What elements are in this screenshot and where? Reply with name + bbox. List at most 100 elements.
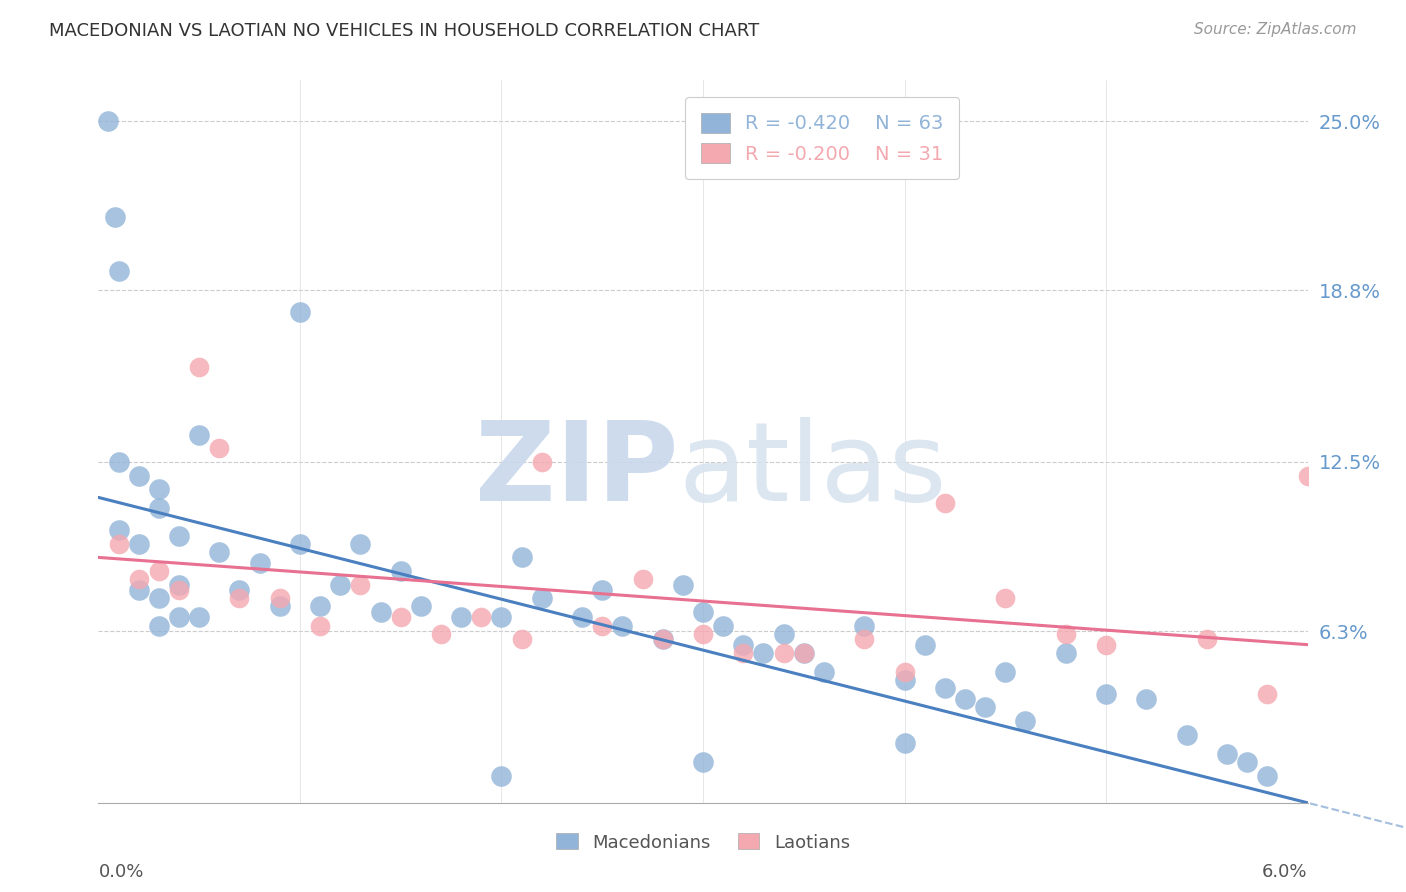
- Point: [491, 768, 513, 782]
- Point: [914, 638, 936, 652]
- Point: [934, 496, 956, 510]
- Point: [1256, 687, 1278, 701]
- Point: [651, 632, 673, 647]
- Point: [793, 646, 815, 660]
- Point: [288, 537, 311, 551]
- Point: [1095, 638, 1118, 652]
- Point: [1135, 692, 1157, 706]
- Point: [167, 577, 190, 591]
- Point: [329, 577, 352, 591]
- Legend: Macedonians, Laotians: Macedonians, Laotians: [548, 826, 858, 859]
- Point: [893, 665, 915, 679]
- Point: [672, 577, 695, 591]
- Point: [148, 482, 170, 496]
- Text: ZIP: ZIP: [475, 417, 679, 524]
- Point: [128, 583, 150, 598]
- Point: [188, 610, 211, 624]
- Point: [269, 591, 291, 606]
- Point: [370, 605, 392, 619]
- Point: [1054, 646, 1077, 660]
- Point: [491, 610, 513, 624]
- Point: [389, 564, 412, 578]
- Point: [269, 599, 291, 614]
- Point: [148, 618, 170, 632]
- Point: [793, 646, 815, 660]
- Point: [1256, 768, 1278, 782]
- Point: [349, 577, 371, 591]
- Point: [510, 550, 533, 565]
- Point: [530, 455, 553, 469]
- Point: [107, 537, 129, 551]
- Point: [249, 556, 271, 570]
- Point: [288, 305, 311, 319]
- Point: [430, 626, 453, 640]
- Point: [510, 632, 533, 647]
- Point: [309, 618, 332, 632]
- Point: [1175, 728, 1198, 742]
- Point: [733, 646, 755, 660]
- Point: [470, 610, 492, 624]
- Point: [349, 537, 371, 551]
- Point: [1095, 687, 1118, 701]
- Text: Source: ZipAtlas.com: Source: ZipAtlas.com: [1194, 22, 1357, 37]
- Point: [893, 673, 915, 687]
- Point: [651, 632, 673, 647]
- Point: [853, 618, 876, 632]
- Point: [733, 638, 755, 652]
- Point: [994, 665, 1017, 679]
- Point: [148, 501, 170, 516]
- Point: [208, 442, 231, 456]
- Point: [167, 528, 190, 542]
- Point: [148, 564, 170, 578]
- Point: [953, 692, 976, 706]
- Point: [1216, 747, 1239, 761]
- Point: [893, 736, 915, 750]
- Point: [167, 583, 190, 598]
- Point: [97, 114, 120, 128]
- Point: [752, 646, 775, 660]
- Point: [309, 599, 332, 614]
- Point: [692, 605, 714, 619]
- Point: [994, 591, 1017, 606]
- Point: [934, 681, 956, 696]
- Point: [571, 610, 593, 624]
- Text: atlas: atlas: [679, 417, 948, 524]
- Point: [591, 583, 613, 598]
- Point: [1014, 714, 1036, 728]
- Point: [128, 468, 150, 483]
- Point: [107, 264, 129, 278]
- Point: [692, 755, 714, 769]
- Point: [450, 610, 472, 624]
- Point: [974, 700, 997, 714]
- Point: [813, 665, 835, 679]
- Point: [167, 610, 190, 624]
- Point: [228, 591, 250, 606]
- Point: [772, 626, 794, 640]
- Point: [188, 427, 211, 442]
- Point: [128, 572, 150, 586]
- Point: [1054, 626, 1077, 640]
- Point: [188, 359, 211, 374]
- Point: [208, 545, 231, 559]
- Point: [772, 646, 794, 660]
- Point: [1195, 632, 1218, 647]
- Point: [107, 455, 129, 469]
- Text: 6.0%: 6.0%: [1263, 863, 1308, 880]
- Point: [107, 523, 129, 537]
- Point: [692, 626, 714, 640]
- Point: [128, 537, 150, 551]
- Point: [530, 591, 553, 606]
- Point: [612, 618, 634, 632]
- Point: [631, 572, 654, 586]
- Point: [389, 610, 412, 624]
- Point: [711, 618, 734, 632]
- Point: [1236, 755, 1258, 769]
- Point: [591, 618, 613, 632]
- Point: [853, 632, 876, 647]
- Point: [148, 591, 170, 606]
- Point: [103, 210, 125, 224]
- Point: [409, 599, 432, 614]
- Point: [228, 583, 250, 598]
- Text: MACEDONIAN VS LAOTIAN NO VEHICLES IN HOUSEHOLD CORRELATION CHART: MACEDONIAN VS LAOTIAN NO VEHICLES IN HOU…: [49, 22, 759, 40]
- Point: [1296, 468, 1319, 483]
